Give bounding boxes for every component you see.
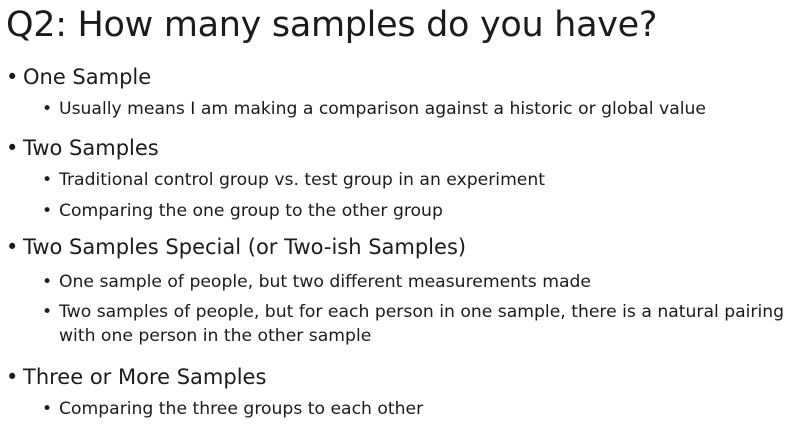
list-item-text: Two samples of people, but for each pers… bbox=[59, 302, 785, 346]
list-item-text: Usually means I am making a comparison a… bbox=[59, 99, 706, 119]
list-item: • Usually means I am making a comparison … bbox=[42, 97, 794, 121]
bullet-icon: • bbox=[6, 235, 19, 259]
bullet-icon: • bbox=[42, 302, 53, 322]
section-heading-three-or-more-samples: • Three or More Samples bbox=[6, 364, 266, 390]
list-item-text: One sample of people, but two different … bbox=[59, 272, 591, 292]
bullet-icon: • bbox=[42, 399, 53, 419]
list-item-text: Traditional control group vs. test group… bbox=[59, 170, 546, 190]
list-item: • One sample of people, but two different… bbox=[42, 270, 794, 294]
list-item-text: Comparing the three groups to each other bbox=[59, 399, 424, 419]
list-item: • Two samples of people, but for each per… bbox=[42, 300, 794, 348]
section-heading-label: One Sample bbox=[23, 65, 152, 89]
slide-title: Q2: How many samples do you have? bbox=[6, 5, 658, 45]
bullet-icon: • bbox=[42, 201, 53, 221]
bullet-icon: • bbox=[42, 99, 53, 119]
bullet-icon: • bbox=[42, 170, 53, 190]
section-heading-label: Two Samples bbox=[23, 136, 159, 160]
section-heading-two-samples: • Two Samples bbox=[6, 135, 159, 161]
section-heading-two-samples-special: • Two Samples Special (or Two-ish Samples… bbox=[6, 234, 466, 260]
bullet-icon: • bbox=[6, 65, 19, 89]
section-heading-label: Three or More Samples bbox=[23, 365, 267, 389]
list-item: • Comparing the three groups to each othe… bbox=[42, 397, 794, 421]
list-item: • Traditional control group vs. test grou… bbox=[42, 168, 794, 192]
list-item-text: Comparing the one group to the other gro… bbox=[59, 201, 443, 221]
bullet-icon: • bbox=[6, 365, 19, 389]
section-heading-label: Two Samples Special (or Two-ish Samples) bbox=[23, 235, 467, 259]
list-item: • Comparing the one group to the other gr… bbox=[42, 199, 794, 223]
bullet-icon: • bbox=[6, 136, 19, 160]
section-heading-one-sample: • One Sample bbox=[6, 64, 151, 90]
bullet-icon: • bbox=[42, 272, 53, 292]
